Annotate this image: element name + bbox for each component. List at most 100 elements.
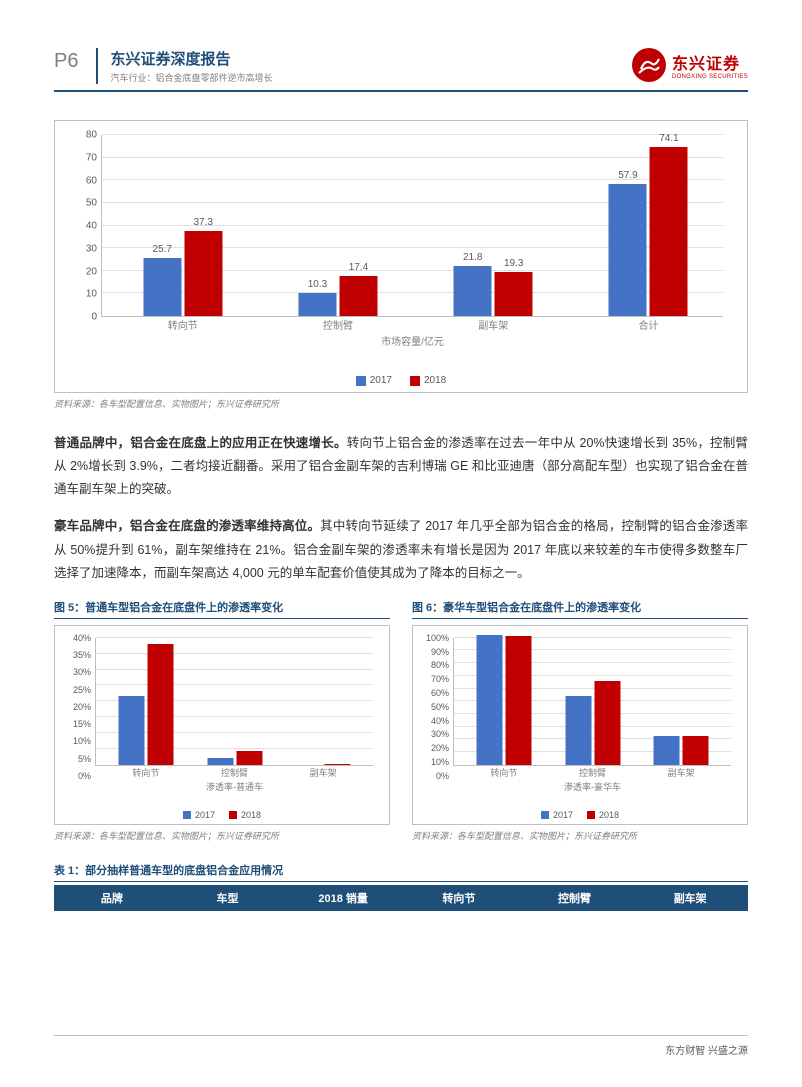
- chart5-plot: 渗透率-普通车 转向节控制臂副车架: [95, 638, 373, 766]
- bar-value-label: 17.4: [349, 262, 368, 273]
- report-title: 东兴证券深度报告: [110, 48, 631, 69]
- bar: [594, 681, 620, 765]
- ytick: 80%: [423, 660, 449, 670]
- report-subtitle: 汽车行业：铝合金底盘零部件逆市高增长: [110, 71, 631, 84]
- chart6-source: 资料来源：各车型配置信息、实物图片；东兴证券研究所: [412, 829, 748, 842]
- category-label: 控制臂: [323, 317, 353, 332]
- bar-value-label: 57.9: [618, 170, 637, 181]
- header-titles: 东兴证券深度报告 汽车行业：铝合金底盘零部件逆市高增长: [96, 48, 631, 84]
- bar-value-label: 37.3: [193, 217, 212, 228]
- bar: [325, 764, 351, 765]
- para2-bold: 豪车品牌中，铝合金在底盘的渗透率维持高位。: [54, 519, 320, 533]
- table-header-cell: 转向节: [401, 890, 517, 906]
- bar-group: [207, 751, 262, 764]
- page-number: P6: [54, 48, 78, 73]
- bar: [147, 644, 173, 765]
- body-text: 普通品牌中，铝合金在底盘上的应用正在快速增长。转向节上铝合金的渗透率在过去一年中…: [54, 432, 748, 585]
- page-header: P6 东兴证券深度报告 汽车行业：铝合金底盘零部件逆市高增长 东兴证券 DONG…: [54, 48, 748, 92]
- chart5-wrap: 图 5：普通车型铝合金在底盘件上的渗透率变化 0%5%10%15%20%25%3…: [54, 599, 390, 842]
- legend-item: 2017: [183, 810, 215, 820]
- chart5-xtitle: 渗透率-普通车: [206, 780, 263, 793]
- legend-item: 2018: [410, 375, 446, 386]
- bar: [683, 736, 709, 765]
- category-label: 合计: [638, 317, 658, 332]
- ytick: 0: [69, 312, 97, 323]
- legend-swatch: [356, 376, 366, 386]
- ytick: 40: [69, 221, 97, 232]
- bar-value-label: 10.3: [308, 279, 327, 290]
- bar-value-label: 21.8: [463, 252, 482, 263]
- ytick: 70: [69, 152, 97, 163]
- legend-swatch: [229, 811, 237, 819]
- table1-label: 表 1：部分抽样普通车型的底盘铝合金应用情况: [54, 862, 748, 882]
- bar: 10.3: [298, 293, 336, 316]
- legend-item: 2017: [541, 810, 573, 820]
- category-label: 副车架: [668, 766, 695, 779]
- ytick: 5%: [65, 754, 91, 764]
- bar-group: 21.819.3: [454, 266, 533, 316]
- table-header-cell: 品牌: [54, 890, 170, 906]
- category-label: 控制臂: [221, 766, 248, 779]
- ytick: 10: [69, 289, 97, 300]
- ytick: 30: [69, 243, 97, 254]
- chart6-plot: 渗透率-豪华车 转向节控制臂副车架: [453, 638, 731, 766]
- bar: [118, 696, 144, 765]
- ytick: 35%: [65, 650, 91, 660]
- category-label: 副车架: [478, 317, 508, 332]
- paragraph-1: 普通品牌中，铝合金在底盘上的应用正在快速增长。转向节上铝合金的渗透率在过去一年中…: [54, 432, 748, 501]
- logo-mark-icon: [632, 48, 666, 82]
- logo-cn: 东兴证券: [672, 50, 748, 74]
- bar: [505, 636, 531, 764]
- bar-group: [654, 736, 709, 765]
- bar: [236, 751, 262, 764]
- main-chart-container: 01020304050607080 市场容量/亿元 25.737.3转向节10.…: [54, 120, 748, 393]
- ytick: 10%: [65, 736, 91, 746]
- ytick: 40%: [65, 633, 91, 643]
- ytick: 90%: [423, 647, 449, 657]
- legend-item: 2018: [587, 810, 619, 820]
- bar-value-label: 74.1: [659, 133, 678, 144]
- ytick: 30%: [65, 667, 91, 677]
- bar: 37.3: [184, 231, 222, 316]
- ytick: 15%: [65, 719, 91, 729]
- chart5-legend: 20172018: [65, 810, 379, 820]
- bar-group: [565, 681, 620, 765]
- legend-label: 2017: [553, 810, 573, 820]
- bar-group: [476, 635, 531, 765]
- chart6-box: 0%10%20%30%40%50%60%70%80%90%100% 渗透率-豪华…: [412, 625, 748, 825]
- table-header-cell: 车型: [170, 890, 286, 906]
- chart6-legend: 2017 2018: [423, 810, 737, 820]
- ytick: 20%: [423, 743, 449, 753]
- bar: 74.1: [650, 147, 688, 316]
- chart5-source: 资料来源：各车型配置信息、实物图片；东兴证券研究所: [54, 829, 390, 842]
- chart6-wrap: 图 6：豪华车型铝合金在底盘件上的渗透率变化 0%10%20%30%40%50%…: [412, 599, 748, 842]
- bar-value-label: 25.7: [152, 244, 171, 255]
- footer-text: 东方财智 兴盛之源: [665, 1046, 748, 1057]
- paragraph-2: 豪车品牌中，铝合金在底盘的渗透率维持高位。其中转向节延续了 2017 年几乎全部…: [54, 515, 748, 584]
- ytick: 20: [69, 266, 97, 277]
- category-label: 转向节: [168, 317, 198, 332]
- category-label: 转向节: [490, 766, 517, 779]
- table-header-cell: 2018 销量: [285, 890, 401, 906]
- table1-header-row: 品牌车型2018 销量转向节控制臂副车架: [54, 885, 748, 911]
- chart6-xtitle: 渗透率-豪华车: [564, 780, 621, 793]
- ytick: 50%: [423, 702, 449, 712]
- bar: [476, 635, 502, 765]
- page: P6 东兴证券深度报告 汽车行业：铝合金底盘零部件逆市高增长 东兴证券 DONG…: [0, 0, 802, 1087]
- main-chart-source: 资料来源：各车型配置信息、实物图片；东兴证券研究所: [54, 397, 748, 410]
- bar: 17.4: [339, 276, 377, 316]
- ytick: 30%: [423, 729, 449, 739]
- ytick: 100%: [423, 633, 449, 643]
- ytick: 0%: [423, 771, 449, 781]
- legend-label: 2017: [370, 375, 392, 386]
- ytick: 20%: [65, 702, 91, 712]
- chart5-label: 图 5：普通车型铝合金在底盘件上的渗透率变化: [54, 599, 390, 619]
- bar: 57.9: [609, 184, 647, 316]
- ytick: 80: [69, 130, 97, 141]
- bar: 25.7: [143, 258, 181, 316]
- bar: 19.3: [495, 272, 533, 316]
- legend-swatch: [183, 811, 191, 819]
- bar-group: 25.737.3: [143, 231, 222, 316]
- category-label: 副车架: [310, 766, 337, 779]
- ytick: 70%: [423, 674, 449, 684]
